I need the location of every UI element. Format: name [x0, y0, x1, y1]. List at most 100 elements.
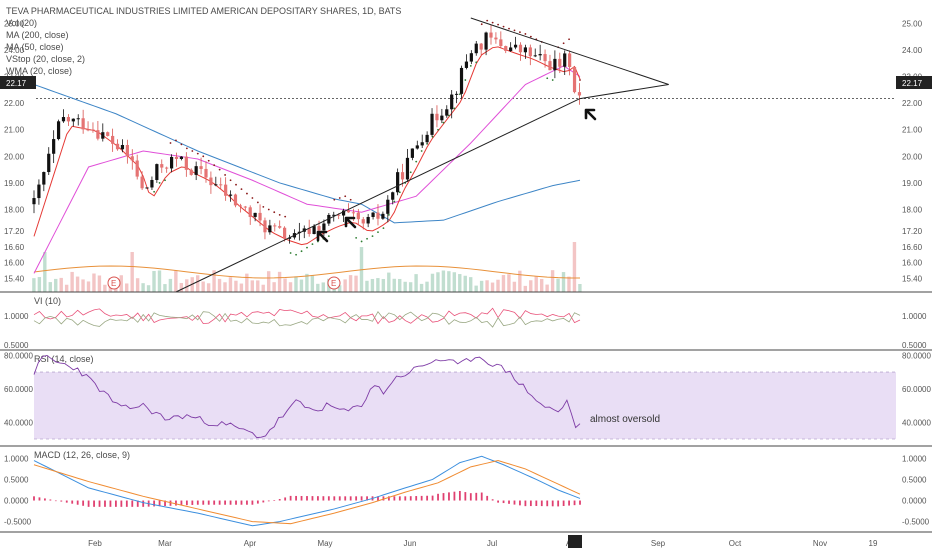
vi-plus-line: [33, 307, 581, 325]
macd-hist-bar: [60, 500, 63, 502]
macd-hist-bar: [207, 500, 210, 505]
macd-axis: 1.0000 1.0000 0.5000 0.5000 0.0000 0.0000 -0.5…: [4, 454, 930, 526]
macd-hist-bar: [267, 500, 270, 502]
volume-bar: [365, 280, 369, 292]
legend-wma[interactable]: WMA (20, close): [6, 66, 72, 76]
candle-body: [425, 134, 429, 143]
volume-bar: [561, 272, 566, 292]
time-tick: Feb: [88, 539, 102, 548]
rsi-tick-right: 40.0000: [902, 418, 931, 427]
macd-hist-bar: [333, 496, 336, 501]
vi-tick-right: 1.0000: [902, 312, 927, 321]
candle-body: [332, 214, 336, 216]
candle-body: [66, 117, 70, 122]
candle-body: [155, 164, 159, 180]
macd-tick-right: 1.0000: [902, 454, 927, 463]
macd-hist-bar: [338, 496, 341, 501]
macd-hist-bar: [317, 496, 319, 501]
vstop-dot: [480, 23, 483, 26]
rsi-tick-left: 40.0000: [4, 418, 33, 427]
candle-body: [165, 167, 169, 169]
vi-lines: [33, 307, 581, 328]
volume-bar: [490, 282, 495, 292]
volume-bar: [376, 278, 380, 292]
price-tick-left: 24.00: [4, 46, 25, 55]
volume-bar: [37, 277, 42, 292]
volume-bar: [70, 271, 74, 292]
volume-bar: [223, 282, 227, 292]
vstop-dot: [289, 252, 292, 254]
arrow-annotation[interactable]: [316, 230, 329, 243]
rsi-pane[interactable]: RSI (14, close) 80.0000 80.0000 60.0000 60.…: [4, 351, 931, 440]
candle-body: [455, 93, 459, 95]
price-tick-right: 20.00: [902, 152, 923, 161]
legend-ma50[interactable]: MA (50, close): [6, 42, 64, 52]
earnings-marker-2[interactable]: [327, 276, 341, 290]
price-tick-right: 21.00: [902, 126, 923, 135]
macd-pane[interactable]: MACD (12, 26, close, 9) 1.0000 1.0000 0.50…: [4, 450, 930, 527]
volume-bar: [545, 284, 549, 292]
rsi-series-line: [33, 354, 581, 439]
candle-body: [228, 194, 233, 196]
rsi-band-fill: [34, 372, 896, 439]
candle-body: [563, 53, 567, 67]
vstop-dot: [502, 25, 505, 28]
legend-vol[interactable]: Vol (20): [6, 18, 37, 28]
candle-body: [484, 32, 488, 50]
macd-hist-bar: [246, 500, 248, 505]
volume-bar: [578, 283, 582, 292]
arrow-annotation[interactable]: [584, 108, 597, 121]
earnings-marker-1[interactable]: [107, 276, 121, 290]
vstop-dot: [377, 231, 379, 234]
vstop-dot: [306, 246, 308, 249]
wedge-upper-line[interactable]: [470, 17, 669, 85]
vstop-dot: [426, 143, 429, 145]
vstop-dot: [300, 250, 303, 253]
candle-body: [376, 212, 380, 219]
earnings-label-1: E: [111, 279, 116, 288]
price-tick-left: 19.00: [4, 179, 25, 188]
candle-body: [194, 166, 198, 175]
time-axis[interactable]: FebMarAprMayJunJulAugSepOctNov19: [88, 535, 878, 548]
candle-body: [76, 118, 80, 120]
price-tick-right: 17.20: [902, 227, 923, 236]
macd-hist-bar: [273, 500, 276, 501]
vstop-dot: [415, 160, 418, 163]
candle-body: [420, 142, 424, 146]
volume-bar: [518, 270, 522, 292]
candle-body: [268, 225, 272, 233]
volume-bar: [474, 285, 478, 292]
candle-body: [283, 227, 287, 239]
vortex-pane[interactable]: VI (10) 1.0000 1.0000 0.5000 0.5000: [4, 296, 927, 350]
price-pane[interactable]: TEVA PHARMACEUTICAL INDUSTRIES LIMITED A…: [0, 6, 932, 293]
support-trendline[interactable]: [175, 98, 581, 293]
macd-hist-bar: [98, 500, 101, 507]
macd-hist-bar: [191, 500, 194, 505]
candle-body: [533, 55, 537, 57]
macd-hist-bar: [213, 500, 216, 505]
volume-bar: [97, 275, 102, 292]
price-tick-left: 21.00: [4, 126, 25, 135]
volume-bar: [337, 285, 342, 292]
volume-bar: [408, 282, 413, 292]
legend-ma200[interactable]: MA (200, close): [6, 30, 69, 40]
vstop-dot: [267, 208, 270, 211]
macd-histogram: [33, 490, 581, 507]
vstop-dot: [235, 183, 237, 186]
vstop-dot: [382, 227, 385, 230]
legend-vstop[interactable]: VStop (20, close, 2): [6, 54, 85, 64]
vstop-dot: [153, 190, 156, 193]
candle-body: [189, 169, 193, 175]
candle-body: [140, 176, 144, 189]
volume-bar: [523, 285, 527, 292]
volume-bar: [32, 278, 36, 292]
volume-bar: [64, 284, 69, 292]
macd-hist-bar: [382, 496, 385, 501]
wedge-lower-line[interactable]: [579, 83, 669, 100]
volume-bar: [81, 279, 85, 292]
time-tick: Apr: [244, 539, 257, 548]
arrow-annotation[interactable]: [344, 216, 357, 229]
candle-body: [184, 156, 188, 170]
candle-body: [572, 66, 577, 93]
